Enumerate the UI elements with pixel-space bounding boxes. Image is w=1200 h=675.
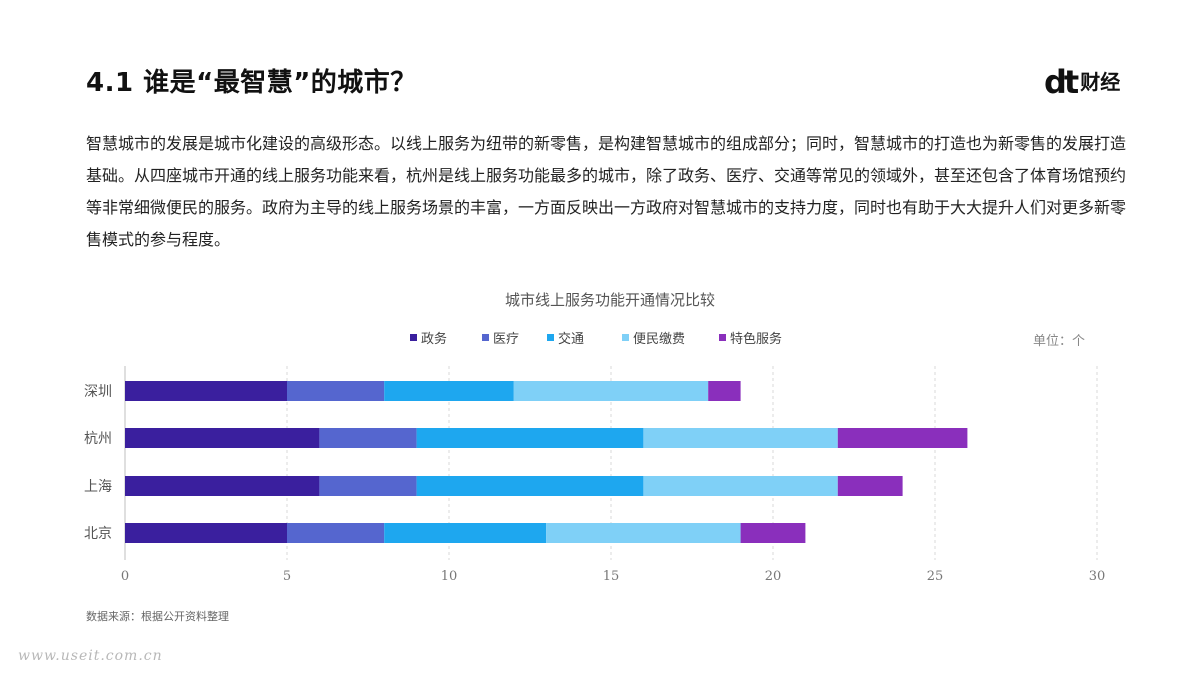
bar-segment bbox=[708, 381, 741, 401]
bar-segment bbox=[287, 381, 385, 401]
legend-label: 交通 bbox=[558, 331, 584, 347]
legend-swatch bbox=[410, 334, 417, 341]
legend-label: 医疗 bbox=[493, 332, 519, 347]
bar-segment bbox=[837, 428, 968, 448]
bar-segment bbox=[643, 476, 838, 496]
y-category-label: 北京 bbox=[84, 526, 112, 542]
legend-label: 便民缴费 bbox=[633, 332, 685, 347]
bar-segment bbox=[643, 428, 838, 448]
y-category-label: 深圳 bbox=[84, 384, 112, 400]
x-tick-label: 20 bbox=[765, 569, 782, 584]
x-tick-label: 30 bbox=[1089, 569, 1106, 584]
intro-paragraph: 智慧城市的发展是城市化建设的高级形态。以线上服务为纽带的新零售，是构建智慧城市的… bbox=[86, 134, 1127, 249]
bar-segment bbox=[384, 523, 547, 543]
data-source-note: 数据来源：根据公开资料整理 bbox=[86, 610, 229, 623]
legend-swatch bbox=[719, 334, 726, 341]
legend-swatch bbox=[622, 334, 629, 341]
legend-swatch bbox=[482, 334, 489, 341]
watermark: www.useit.com.cn bbox=[18, 648, 163, 664]
bar-segment bbox=[513, 381, 709, 401]
bar-segment bbox=[837, 476, 903, 496]
y-category-label: 杭州 bbox=[84, 431, 112, 447]
x-tick-label: 15 bbox=[603, 569, 620, 584]
legend-label: 特色服务 bbox=[730, 331, 782, 347]
x-tick-label: 5 bbox=[283, 569, 291, 584]
bar-segment bbox=[125, 381, 287, 401]
bar-segment bbox=[287, 523, 385, 543]
bar-segment bbox=[319, 428, 417, 448]
y-category-label: 上海 bbox=[84, 479, 112, 495]
bar-segment bbox=[416, 476, 644, 496]
page-title: 4.1 谁是“最智慧”的城市？ bbox=[86, 68, 417, 98]
logo-text: 财经 bbox=[1080, 70, 1121, 94]
legend-label: 政务 bbox=[421, 331, 447, 347]
bar-segment bbox=[319, 476, 417, 496]
x-tick-label: 0 bbox=[121, 569, 129, 584]
brand-logo: dt 财经 bbox=[1044, 66, 1120, 98]
logo-mark: dt bbox=[1044, 63, 1079, 101]
x-tick-label: 25 bbox=[927, 569, 944, 584]
chart-title: 城市线上服务功能开通情况比较 bbox=[505, 291, 715, 309]
bar-segment bbox=[384, 381, 514, 401]
bar-segment bbox=[125, 428, 320, 448]
bar-segment bbox=[546, 523, 741, 543]
legend-swatch bbox=[547, 334, 554, 341]
unit-label: 单位：个 bbox=[1033, 334, 1085, 349]
bar-segment bbox=[125, 523, 287, 543]
bar-segment bbox=[125, 476, 320, 496]
bar-segment bbox=[740, 523, 806, 543]
x-tick-label: 10 bbox=[441, 569, 458, 584]
bar-segment bbox=[416, 428, 644, 448]
